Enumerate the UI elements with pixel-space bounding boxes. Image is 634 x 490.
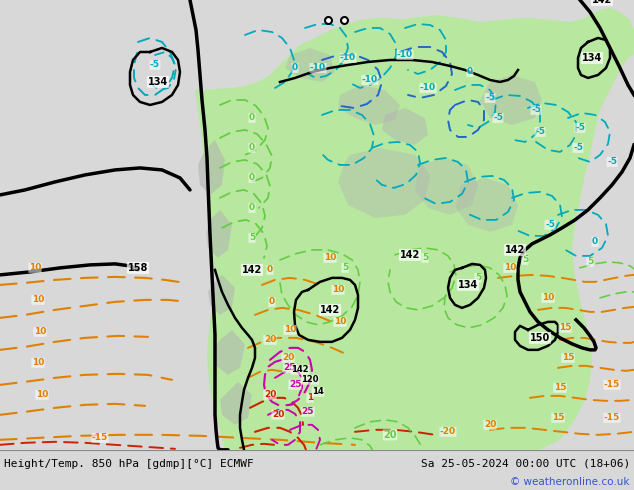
Polygon shape (382, 108, 428, 145)
Text: 25: 25 (302, 407, 314, 416)
Text: 20: 20 (281, 353, 294, 363)
Text: 5: 5 (475, 273, 481, 282)
Text: 10: 10 (332, 285, 344, 294)
Polygon shape (338, 148, 430, 218)
Text: 0: 0 (592, 237, 598, 246)
Text: 10: 10 (324, 253, 336, 263)
Text: 5: 5 (342, 264, 348, 272)
Polygon shape (198, 140, 225, 195)
Text: 1: 1 (307, 393, 313, 402)
Text: © weatheronline.co.uk: © weatheronline.co.uk (510, 477, 630, 487)
Polygon shape (415, 158, 478, 215)
Polygon shape (375, 15, 580, 75)
Text: 10: 10 (542, 294, 554, 302)
Text: 134: 134 (458, 280, 478, 290)
Text: -5: -5 (485, 94, 495, 102)
Text: 20: 20 (383, 430, 397, 440)
Text: 14: 14 (312, 387, 324, 396)
Text: 25: 25 (288, 380, 301, 390)
Text: 0: 0 (467, 68, 473, 76)
Polygon shape (220, 382, 252, 425)
Text: -5: -5 (150, 60, 160, 70)
Text: 10: 10 (504, 264, 516, 272)
Text: 10: 10 (36, 391, 48, 399)
Text: 0: 0 (249, 114, 255, 122)
Text: -10: -10 (397, 50, 413, 59)
Text: -5: -5 (531, 105, 541, 115)
Text: 158: 158 (128, 263, 148, 273)
Text: 142: 142 (242, 265, 262, 275)
Text: 142: 142 (320, 305, 340, 315)
Text: 10: 10 (34, 327, 46, 336)
Text: 134: 134 (148, 77, 168, 87)
Text: 120: 120 (301, 375, 319, 384)
Text: -10: -10 (310, 64, 326, 73)
Text: -5: -5 (535, 127, 545, 136)
Text: 0: 0 (267, 266, 273, 274)
Text: 142: 142 (592, 0, 612, 5)
Polygon shape (338, 85, 400, 125)
Text: 0: 0 (249, 173, 255, 182)
Text: 15: 15 (562, 353, 574, 363)
Text: -5: -5 (575, 123, 585, 132)
Text: 10: 10 (29, 264, 41, 272)
Text: 0: 0 (249, 144, 255, 152)
Text: 10: 10 (334, 318, 346, 326)
Polygon shape (195, 8, 634, 450)
Polygon shape (206, 210, 232, 258)
Polygon shape (456, 178, 518, 232)
Text: 5: 5 (249, 233, 255, 243)
Text: -5: -5 (607, 157, 617, 167)
Text: 142: 142 (400, 250, 420, 260)
Text: 20: 20 (264, 391, 276, 399)
Text: -10: -10 (340, 53, 356, 63)
Polygon shape (285, 48, 335, 82)
Text: 20: 20 (272, 410, 284, 419)
Text: 5: 5 (422, 253, 428, 263)
Text: 20: 20 (264, 335, 276, 344)
Text: 0: 0 (249, 203, 255, 213)
Text: -10: -10 (420, 83, 436, 93)
Text: Sa 25-05-2024 00:00 UTC (18+06): Sa 25-05-2024 00:00 UTC (18+06) (421, 459, 630, 469)
Text: 142: 142 (291, 366, 309, 374)
Text: 25: 25 (284, 364, 296, 372)
Text: 150: 150 (530, 333, 550, 343)
Text: -5: -5 (545, 220, 555, 229)
Text: 15: 15 (552, 414, 564, 422)
Text: -15: -15 (604, 414, 620, 422)
Text: -15: -15 (92, 433, 108, 442)
Polygon shape (213, 330, 245, 375)
Text: -20: -20 (440, 427, 456, 436)
Text: 20: 20 (484, 420, 496, 429)
Text: 10: 10 (32, 295, 44, 304)
Text: -5: -5 (573, 144, 583, 152)
Text: 10: 10 (284, 325, 296, 334)
Text: -10: -10 (362, 75, 378, 84)
Text: 5: 5 (522, 255, 528, 265)
Polygon shape (480, 75, 542, 125)
Text: -15: -15 (604, 380, 620, 390)
Text: 134: 134 (582, 53, 602, 63)
Text: 15: 15 (553, 383, 566, 392)
Polygon shape (598, 30, 634, 60)
Text: 0: 0 (269, 297, 275, 306)
Text: -5: -5 (493, 114, 503, 122)
Text: 0: 0 (292, 64, 298, 73)
Text: Height/Temp. 850 hPa [gdmp][°C] ECMWF: Height/Temp. 850 hPa [gdmp][°C] ECMWF (4, 459, 254, 469)
Text: 15: 15 (559, 323, 571, 332)
Text: 142: 142 (505, 245, 525, 255)
Text: 10: 10 (32, 358, 44, 368)
Polygon shape (208, 275, 235, 315)
Text: 5: 5 (587, 257, 593, 267)
